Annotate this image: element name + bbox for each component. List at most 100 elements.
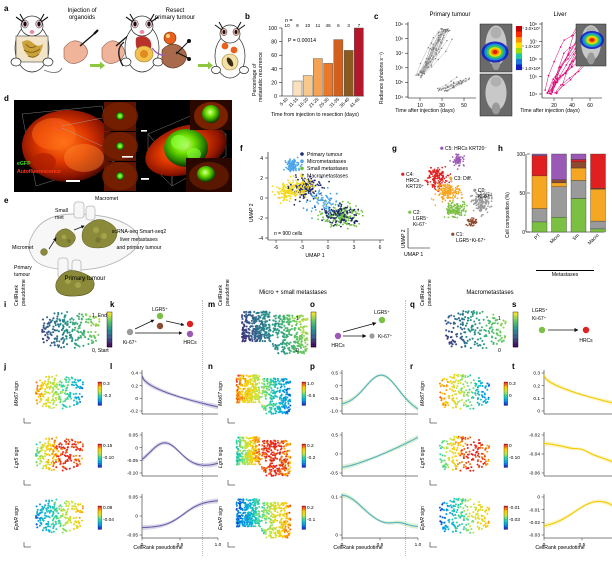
panel-e-primary-tumour-blob <box>55 270 95 297</box>
sign-cell-point <box>41 511 44 514</box>
pseudotime-cell-point <box>299 350 302 353</box>
sign-cell-point <box>37 395 40 398</box>
pseudotime-cell-point <box>60 346 63 349</box>
sign-cell-point <box>45 399 48 402</box>
sign-cell-point <box>276 457 279 460</box>
pseudotime-cell-point <box>241 340 244 343</box>
panel-m-umap-pseudotime <box>240 310 317 355</box>
panel-f-cell-point <box>346 216 348 218</box>
pseudotime-cell-point <box>97 333 100 336</box>
sign-cell-point <box>79 509 82 512</box>
sign-cell-point <box>41 467 44 470</box>
panel-f-cell-point <box>278 193 280 196</box>
sign-cell-point <box>73 399 75 402</box>
pseudotime-cell-point <box>306 339 309 342</box>
panel-f-cell-point <box>284 190 287 193</box>
pseudotime-cell-point <box>253 319 256 322</box>
sign-cell-point <box>237 374 240 377</box>
sign-cell-point <box>264 407 267 410</box>
sign-cell-point <box>280 472 283 475</box>
sign-cell-point <box>250 460 253 463</box>
pseudotime-cell-point <box>300 340 303 343</box>
sign-cell-point <box>249 502 251 505</box>
panel-h-stack-segment <box>590 188 606 222</box>
sign-cell-point <box>287 464 290 467</box>
sign-cell-point <box>264 453 267 456</box>
sign-cell-point <box>274 412 277 415</box>
panel-g-cell-point <box>451 156 454 158</box>
sign-cell-point <box>81 449 84 452</box>
pseudotime-cell-point <box>286 327 289 330</box>
panel-f-cell-point <box>286 199 288 201</box>
panel-g-cell-point <box>462 158 465 161</box>
sign-cell-point <box>239 387 242 390</box>
sign-cell-point <box>285 443 287 446</box>
pseudotime-cell-point <box>303 339 306 342</box>
sign-cell-point <box>52 406 55 409</box>
panel-f-cell-point <box>295 194 298 196</box>
sign-cell-point <box>68 405 71 408</box>
pseudotime-cell-point <box>287 318 290 322</box>
panel-g-cell-point <box>466 224 469 227</box>
pseudotime-cell-point <box>69 318 72 321</box>
sign-cell-point <box>274 536 277 539</box>
panel-f-cell-point <box>325 203 328 206</box>
panel-g-cell-point <box>455 163 457 165</box>
panel-f-cell-point <box>358 222 360 225</box>
panel-f-cell-point <box>361 214 364 217</box>
sign-cell-point <box>255 439 258 442</box>
pseudotime-cell-point <box>72 318 75 321</box>
sign-cell-point <box>38 524 41 527</box>
sign-cell-point <box>78 516 81 519</box>
trend-xtick: 0 <box>141 542 144 548</box>
panel-g-cell-point <box>442 180 444 182</box>
panel-g-cell-point <box>467 219 470 222</box>
panel-f-cell-point <box>300 194 303 196</box>
sign-cell-point <box>254 445 257 447</box>
panel-f-cell-point <box>289 175 292 178</box>
pseudotime-cell-point <box>64 335 68 338</box>
pseudotime-cell-point <box>46 322 49 325</box>
sign-cell-point <box>236 525 238 528</box>
sign-cell-point <box>43 517 46 520</box>
pseudotime-cell-point <box>283 336 286 339</box>
pseudotime-cell-point <box>94 336 97 340</box>
panel-f-cell-point <box>330 213 333 216</box>
sign-cell-point <box>61 469 64 472</box>
sign-cell-point <box>62 462 65 465</box>
sign-cell-point <box>281 529 283 532</box>
sign-cell-point <box>236 398 239 401</box>
sign-cell-point <box>238 440 241 443</box>
sign-cell-point <box>276 377 279 380</box>
panel-g-cell-point <box>463 155 466 157</box>
panel-f-cell-point <box>329 221 332 224</box>
pseudotime-cell-point <box>76 322 79 325</box>
panel-g-cell-point <box>435 169 438 172</box>
pseudotime-cell-point <box>293 317 296 320</box>
pseudotime-cell-point <box>65 337 68 340</box>
panel-g-cluster-label: Ki-67⁻ <box>413 222 428 228</box>
panel-f-cell-point <box>329 192 332 195</box>
sign-cell-point <box>72 384 75 387</box>
panel-f-cell-point <box>324 209 326 212</box>
sign-cell-point <box>251 439 254 442</box>
sign-cell-point <box>247 525 250 528</box>
panel-b-chart: Percentage of metastatic recurrence 0 20… <box>252 18 364 109</box>
sign-cell-point <box>278 473 281 476</box>
sign-cell-point <box>52 389 54 392</box>
pseudotime-cell-point <box>92 340 95 343</box>
sign-cell-point <box>62 528 65 531</box>
pseudotime-cell-point <box>250 335 253 338</box>
sign-cell-point <box>45 461 48 464</box>
sign-cell-point <box>252 514 255 517</box>
sign-cell-point <box>69 395 72 398</box>
pseudotime-cell-point <box>281 319 284 322</box>
sign-cell-point <box>59 463 62 466</box>
sign-cell-point <box>271 528 274 530</box>
panel-b-n-count: 11 <box>316 23 321 28</box>
sign-cell-point <box>280 379 283 382</box>
panel-g-cell-point <box>457 208 460 211</box>
sign-cell-point <box>261 382 264 385</box>
sign-cell-point <box>268 534 270 537</box>
panel-f-cell-point <box>311 188 314 191</box>
